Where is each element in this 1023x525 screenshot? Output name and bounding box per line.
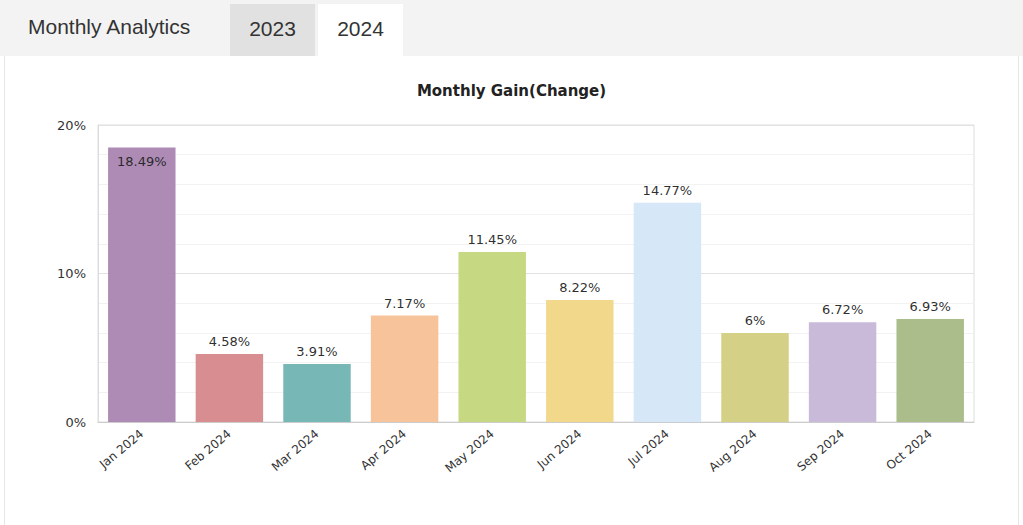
svg-text:11.45%: 11.45% [467,232,517,247]
svg-text:18.49%: 18.49% [117,154,167,169]
html-text:2023: 2023 [249,17,296,40]
svg-text:Apr 2024: Apr 2024 [358,427,409,473]
svg-text:20%: 20% [57,118,86,133]
svg-text:14.77%: 14.77% [643,183,693,198]
svg-text:6.72%: 6.72% [822,302,863,317]
svg-text:Aug 2024: Aug 2024 [706,427,759,475]
svg-text:Jun 2024: Jun 2024 [534,427,584,473]
svg-text:Jul 2024: Jul 2024 [625,427,672,470]
svg-text:6%: 6% [745,313,766,328]
svg-text:0%: 0% [65,415,86,430]
svg-text:8.22%: 8.22% [559,280,600,295]
svg-text:4.58%: 4.58% [209,334,250,349]
svg-text:Mar 2024: Mar 2024 [269,427,322,474]
svg-text:3.91%: 3.91% [296,344,337,359]
svg-text:10%: 10% [57,266,86,281]
svg-text:Jan 2024: Jan 2024 [96,427,146,472]
svg-text:Monthly Gain(Change): Monthly Gain(Change) [417,82,606,100]
svg-text:7.17%: 7.17% [384,296,425,311]
html-text:Monthly Analytics: Monthly Analytics [28,15,191,38]
svg-text:Sep 2024: Sep 2024 [794,427,847,474]
svg-text:Oct 2024: Oct 2024 [883,427,934,473]
html-text:2024: 2024 [337,17,384,40]
svg-text:6.93%: 6.93% [910,299,951,314]
svg-text:May 2024: May 2024 [442,427,496,476]
svg-text:Feb 2024: Feb 2024 [182,427,234,473]
